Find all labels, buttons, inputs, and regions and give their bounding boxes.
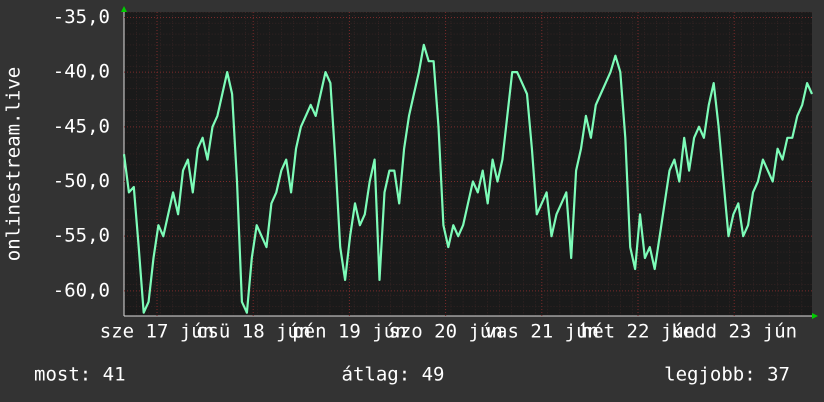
y-tick-label: -35,0	[53, 6, 110, 28]
x-tick-label: kedd 23 jún	[671, 321, 797, 343]
legend-item: átlag: 49	[342, 364, 445, 386]
x-tick-label: pén 19 jún	[292, 321, 406, 343]
legend-item: most: 41	[34, 364, 126, 386]
y-tick-label: -45,0	[53, 115, 110, 137]
legend-item: legjobb: 37	[664, 364, 790, 386]
x-arrow	[812, 313, 818, 319]
y-tick-label: -40,0	[53, 61, 110, 83]
x-tick-label: csü 18 jún	[196, 321, 310, 343]
x-tick-label: hét 22 jún	[581, 321, 695, 343]
y-tick-label: -55,0	[53, 225, 110, 247]
x-tick-label: sze 17 jún	[100, 321, 214, 343]
y-axis-label: onlinestream.live	[3, 67, 25, 261]
y-arrow	[121, 6, 127, 12]
y-tick-label: -60,0	[53, 279, 110, 301]
x-tick-label: szo 20 jún	[388, 321, 502, 343]
minor-grid	[124, 12, 812, 316]
y-tick-label: -50,0	[53, 170, 110, 192]
x-tick-label: vas 21 jún	[485, 321, 599, 343]
data-line	[122, 43, 814, 314]
